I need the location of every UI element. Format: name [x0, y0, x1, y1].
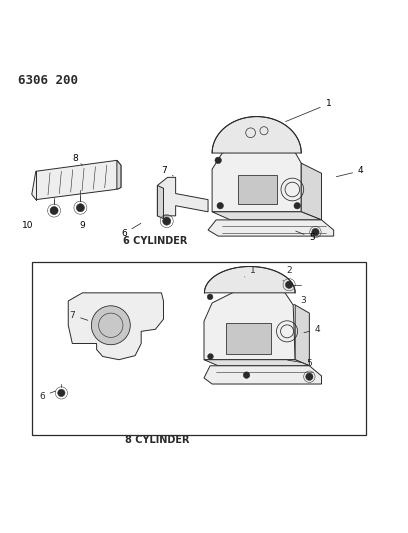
Bar — [32, 262, 366, 435]
Text: 5: 5 — [296, 231, 315, 242]
Circle shape — [58, 389, 65, 397]
Polygon shape — [226, 323, 271, 353]
Text: 2: 2 — [283, 266, 292, 281]
Polygon shape — [68, 293, 164, 360]
Text: 1: 1 — [245, 266, 255, 277]
Circle shape — [207, 294, 213, 300]
Circle shape — [163, 217, 171, 225]
Text: 9: 9 — [80, 221, 85, 230]
Circle shape — [243, 372, 250, 378]
Text: 3: 3 — [293, 296, 306, 305]
Polygon shape — [32, 160, 121, 200]
Polygon shape — [295, 305, 309, 366]
Circle shape — [91, 306, 130, 345]
Circle shape — [76, 204, 84, 212]
Polygon shape — [157, 177, 208, 216]
Text: 10: 10 — [22, 221, 33, 230]
Text: 8 CYLINDER: 8 CYLINDER — [125, 435, 190, 445]
Text: 8: 8 — [72, 154, 82, 165]
Polygon shape — [117, 160, 121, 190]
Text: 1: 1 — [286, 100, 331, 122]
Circle shape — [217, 203, 224, 209]
Text: 6306 200: 6306 200 — [18, 74, 78, 87]
Polygon shape — [204, 360, 309, 366]
Polygon shape — [212, 117, 301, 153]
Circle shape — [215, 157, 222, 164]
Text: 7: 7 — [162, 166, 173, 176]
Polygon shape — [157, 185, 164, 219]
Text: 4: 4 — [336, 166, 364, 177]
Circle shape — [208, 353, 213, 359]
Circle shape — [306, 373, 313, 381]
Text: 4: 4 — [304, 325, 320, 334]
Polygon shape — [301, 163, 322, 220]
Circle shape — [50, 206, 58, 215]
Polygon shape — [208, 220, 334, 236]
Polygon shape — [204, 289, 295, 360]
Polygon shape — [212, 212, 322, 220]
Text: 5: 5 — [288, 359, 312, 368]
Text: 7: 7 — [69, 311, 88, 320]
Circle shape — [286, 281, 293, 288]
Circle shape — [312, 229, 319, 236]
Polygon shape — [238, 175, 277, 204]
Text: 6: 6 — [121, 223, 141, 238]
Text: 6: 6 — [39, 391, 55, 401]
Polygon shape — [204, 366, 322, 384]
Polygon shape — [204, 266, 295, 293]
Polygon shape — [212, 145, 301, 212]
Text: 6 CYLINDER: 6 CYLINDER — [123, 236, 188, 246]
Circle shape — [294, 203, 300, 209]
